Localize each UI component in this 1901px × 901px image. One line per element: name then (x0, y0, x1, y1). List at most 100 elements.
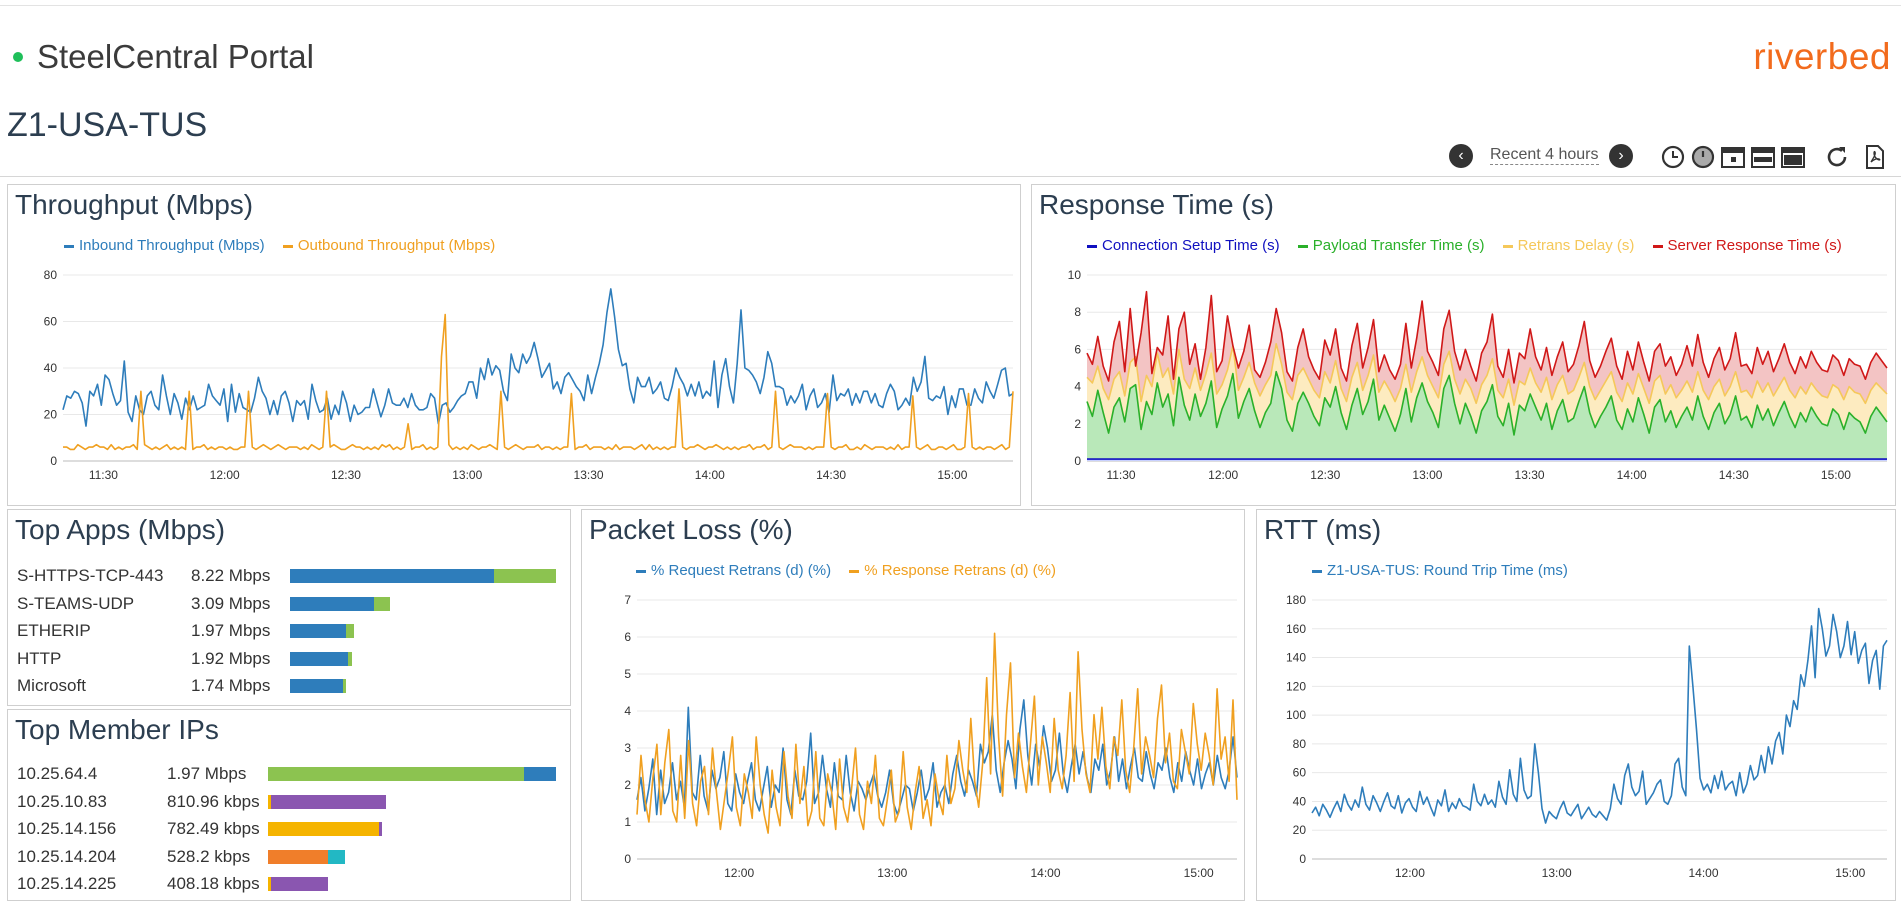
throughput-chart[interactable]: 0 20 40 60 80 11:30 12:00 12:30 13:00 13:30 14:00 1… (8, 185, 1018, 503)
legend-request-retrans[interactable]: % Request Retrans (d) (%) (636, 562, 831, 579)
bar-segment[interactable] (268, 767, 524, 781)
bar-segment[interactable] (345, 624, 354, 638)
legend-inbound[interactable]: Inbound Throughput (Mbps) (64, 237, 265, 254)
x-tick-label: 15:00 (1821, 468, 1851, 482)
series-line-2[interactable] (1086, 370, 1888, 436)
brand-title[interactable]: SteelCentral Portal (37, 38, 314, 75)
row-name: HTTP (17, 648, 62, 668)
bar-segment[interactable] (290, 651, 348, 666)
y-tick-label: 2 (624, 778, 631, 792)
y-tick-label: 0 (1299, 852, 1306, 866)
y-tick-label: 0 (1074, 454, 1081, 468)
x-tick-label: 14:30 (816, 468, 846, 482)
series-line-3[interactable] (1086, 343, 1888, 406)
ip-row[interactable]: 10.25.64.4 1.97 Mbps (17, 762, 557, 788)
response-time-chart[interactable]: 0 2 4 6 8 10 11:30 12:00 12:30 13:00 13:30 14:00 14:… (1032, 185, 1893, 503)
y-tick-label: 180 (1286, 593, 1306, 607)
legend-server-response[interactable]: Server Response Time (s) (1652, 237, 1842, 254)
calendar-week-icon[interactable] (1750, 144, 1776, 170)
ip-row[interactable]: 10.25.14.156 782.49 kbps (17, 817, 557, 843)
bar-segment[interactable] (290, 596, 375, 611)
x-tick-label: 12:00 (1208, 468, 1238, 482)
y-tick-label: 10 (1068, 268, 1082, 282)
ip-row[interactable]: 10.25.14.204 528.2 kbps (17, 845, 557, 871)
y-tick-label: 60 (1293, 766, 1307, 780)
bar-segment[interactable] (347, 651, 353, 666)
packet-loss-chart[interactable]: 0 1 2 3 4 5 6 7 12:00 13:00 14:00 15:00 (582, 510, 1242, 898)
app-row[interactable]: S-TEAMS-UDP 3.09 Mbps (17, 592, 557, 618)
rtt-chart[interactable]: 0 20 40 60 80 100 120 140 160 180 12:00 13:00 14:00 1… (1257, 510, 1893, 898)
legend-response-retrans[interactable]: % Response Retrans (d) (%) (849, 562, 1056, 579)
series-line-2[interactable] (636, 632, 1238, 834)
chevron-left-icon[interactable]: ‹ (1449, 144, 1473, 168)
bar-segment[interactable] (268, 849, 328, 864)
clock-filled-icon[interactable] (1690, 144, 1716, 170)
y-tick-label: 2 (1074, 417, 1081, 431)
bar-segment[interactable] (268, 794, 271, 809)
row-value: 1.97 Mbps (167, 764, 247, 783)
row-name: 10.25.10.83 (17, 791, 107, 811)
throughput-panel: Throughput (Mbps) Inbound Throughput (Mb… (7, 184, 1021, 506)
bar-segment[interactable] (379, 822, 383, 836)
x-tick-label: 13:30 (574, 468, 604, 482)
row-name: Microsoft (17, 676, 86, 695)
top-ips-panel: Top Member IPs 10.25.64.4 1.97 Mbps 10.25.… (7, 709, 571, 901)
app-row[interactable]: HTTP 1.92 Mbps (17, 647, 557, 673)
chevron-right-icon[interactable]: › (1609, 144, 1633, 168)
top-apps-title: Top Apps (Mbps) (15, 514, 226, 545)
legend-connection-setup[interactable]: Connection Setup Time (s) (1087, 237, 1280, 254)
row-value: 3.09 Mbps (191, 593, 271, 613)
pdf-icon[interactable] (1862, 144, 1888, 170)
x-tick-label: 11:30 (1106, 468, 1135, 482)
bar-segment[interactable] (374, 596, 390, 611)
x-tick-label: 13:00 (1412, 468, 1442, 482)
y-tick-label: 6 (1074, 342, 1081, 356)
bar-segment[interactable] (270, 794, 387, 809)
series-line-4[interactable] (1086, 290, 1888, 384)
packet-loss-legend: % Request Retrans (d) (%) % Response Ret… (636, 562, 1070, 579)
series-line-2[interactable] (63, 313, 1014, 451)
row-name: ETHERIP (17, 621, 91, 640)
bar-segment[interactable] (268, 877, 271, 891)
x-tick-label: 13:30 (1515, 468, 1545, 482)
calendar-month-icon[interactable] (1780, 144, 1806, 170)
series-line-1[interactable] (636, 699, 1238, 816)
y-tick-label: 0 (624, 852, 631, 866)
bar-segment[interactable] (268, 822, 380, 836)
x-tick-label: 13:00 (1542, 866, 1572, 880)
throughput-legend: Inbound Throughput (Mbps) Outbound Throu… (64, 237, 509, 254)
bar-segment[interactable] (493, 569, 556, 583)
x-tick-label: 13:00 (877, 866, 907, 880)
y-tick-label: 120 (1286, 679, 1306, 693)
throughput-title: Throughput (Mbps) (15, 189, 254, 220)
clock-icon[interactable] (1660, 144, 1686, 170)
row-value: 408.18 kbps (167, 874, 260, 893)
y-tick-label: 20 (44, 408, 58, 422)
ip-row[interactable]: 10.25.14.225 408.18 kbps (17, 872, 557, 898)
bar-segment[interactable] (523, 767, 556, 781)
legend-retrans-delay[interactable]: Retrans Delay (s) (1502, 237, 1634, 254)
ip-row[interactable]: 10.25.10.83 810.96 kbps (17, 790, 557, 816)
series-line-1[interactable] (1311, 607, 1888, 824)
legend-outbound[interactable]: Outbound Throughput (Mbps) (282, 237, 495, 254)
legend-payload-transfer[interactable]: Payload Transfer Time (s) (1297, 237, 1485, 254)
bar-segment[interactable] (290, 679, 344, 693)
series-line-1[interactable] (62, 288, 1014, 427)
app-row[interactable]: Microsoft 1.74 Mbps (17, 674, 557, 700)
rtt-legend: Z1-USA-TUS: Round Trip Time (ms) (1312, 562, 1582, 579)
y-tick-label: 0 (50, 454, 57, 468)
x-tick-label: 12:30 (1310, 468, 1340, 482)
y-tick-label: 80 (44, 268, 58, 282)
bar-segment[interactable] (270, 877, 328, 891)
app-row[interactable]: ETHERIP 1.97 Mbps (17, 619, 557, 645)
legend-round-trip-time[interactable]: Z1-USA-TUS: Round Trip Time (ms) (1312, 562, 1568, 579)
x-tick-label: 15:00 (1835, 866, 1865, 880)
bar-segment[interactable] (290, 624, 346, 638)
bar-segment[interactable] (290, 569, 494, 583)
time-range-selector[interactable]: Recent 4 hours (1490, 146, 1599, 165)
bar-segment[interactable] (343, 679, 347, 693)
calendar-day-icon[interactable] (1720, 144, 1746, 170)
refresh-icon[interactable] (1824, 144, 1850, 170)
bar-segment[interactable] (327, 849, 346, 864)
app-row[interactable]: S-HTTPS-TCP-443 8.22 Mbps (17, 564, 557, 590)
